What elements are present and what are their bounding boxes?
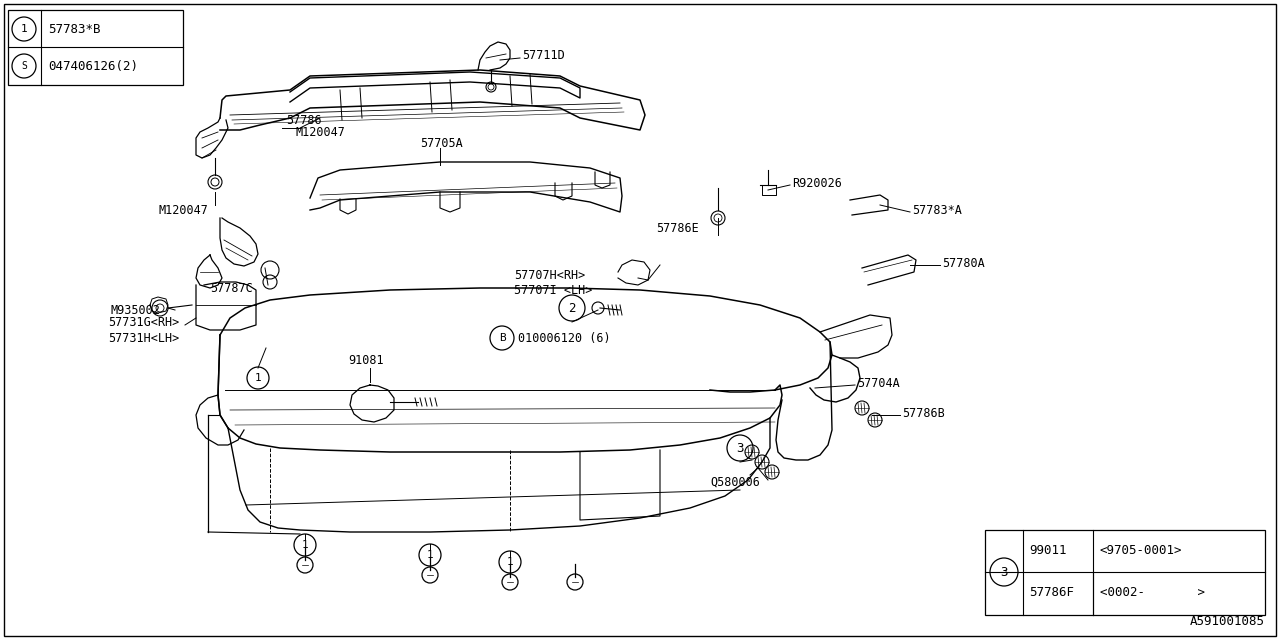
Text: A591001085: A591001085	[1190, 615, 1265, 628]
Text: 1: 1	[302, 540, 308, 550]
Text: 1: 1	[507, 557, 513, 567]
Text: 3: 3	[1000, 566, 1007, 579]
Text: 3: 3	[736, 442, 744, 454]
Text: 57711D: 57711D	[522, 49, 564, 61]
Text: 57786E: 57786E	[657, 221, 699, 234]
Text: S: S	[20, 61, 27, 71]
Text: 57783*B: 57783*B	[49, 22, 101, 35]
Text: M935002: M935002	[110, 303, 160, 317]
Text: 57787C: 57787C	[210, 282, 252, 294]
Text: 57731G<RH>: 57731G<RH>	[108, 316, 179, 328]
Text: 57783*A: 57783*A	[913, 204, 961, 216]
Text: 57705A: 57705A	[420, 136, 463, 150]
Text: <9705-0001>: <9705-0001>	[1100, 545, 1183, 557]
Text: 57707H<RH>: 57707H<RH>	[515, 269, 585, 282]
Text: M120047: M120047	[157, 204, 207, 216]
Text: 91081: 91081	[348, 353, 384, 367]
Text: 1: 1	[20, 24, 27, 34]
Text: M120047: M120047	[294, 125, 344, 138]
Text: 57786B: 57786B	[902, 406, 945, 419]
Text: 57786F: 57786F	[1029, 586, 1074, 600]
Text: 2: 2	[568, 301, 576, 314]
Text: 57704A: 57704A	[858, 376, 900, 390]
Text: 010006120 (6): 010006120 (6)	[518, 332, 611, 344]
Text: 1: 1	[426, 550, 434, 560]
Text: 57786: 57786	[285, 113, 321, 127]
Text: 57780A: 57780A	[942, 257, 984, 269]
Text: B: B	[499, 333, 506, 343]
Text: 57707I <LH>: 57707I <LH>	[515, 284, 593, 296]
FancyBboxPatch shape	[8, 10, 183, 85]
Text: Q580006: Q580006	[710, 476, 760, 488]
Text: 047406126(2): 047406126(2)	[49, 60, 138, 72]
Text: <0002-       >: <0002- >	[1100, 586, 1204, 600]
Text: 1: 1	[255, 373, 261, 383]
FancyBboxPatch shape	[986, 530, 1265, 615]
Text: R920026: R920026	[792, 177, 842, 189]
Text: 99011: 99011	[1029, 545, 1066, 557]
Text: 57731H<LH>: 57731H<LH>	[108, 332, 179, 344]
